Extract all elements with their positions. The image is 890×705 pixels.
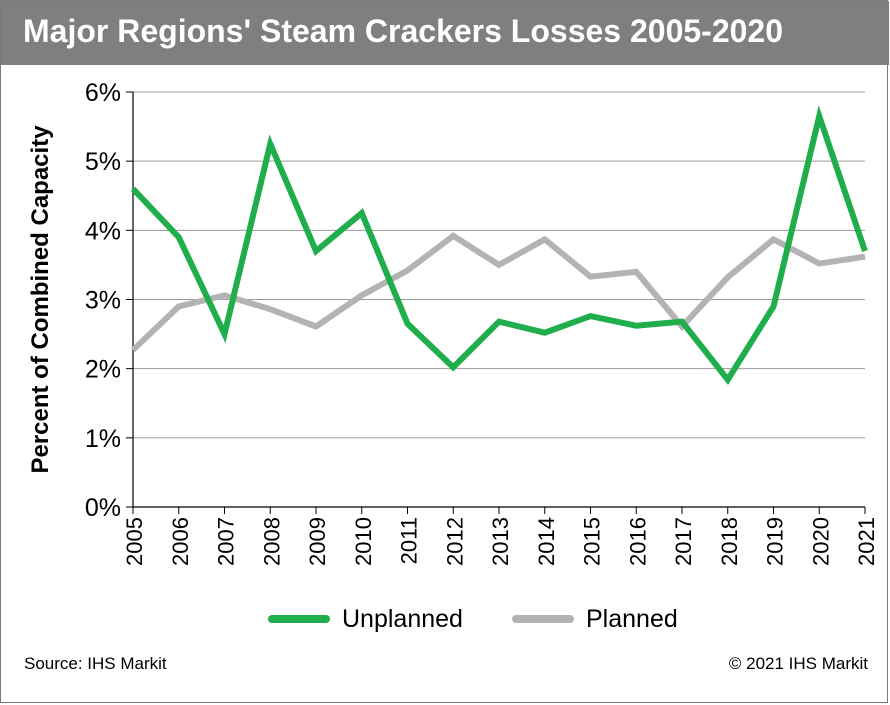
x-tick-label: 2011 bbox=[397, 517, 422, 564]
legend-item-unplanned: Unplanned bbox=[268, 604, 463, 634]
x-tick-label: 2018 bbox=[717, 517, 742, 566]
x-tick-label: 2017 bbox=[671, 517, 696, 566]
x-tick-label: 2010 bbox=[351, 517, 376, 566]
x-tick-label: 2015 bbox=[580, 517, 605, 566]
y-tick-label: 6% bbox=[85, 79, 121, 107]
x-tick-label: 2019 bbox=[763, 517, 788, 566]
y-tick-label: 2% bbox=[85, 356, 121, 384]
source-note: Source: IHS Markit bbox=[24, 654, 167, 673]
x-tick-label: 2005 bbox=[122, 517, 147, 566]
legend-item-planned: Planned bbox=[512, 604, 678, 634]
x-tick-label: 2016 bbox=[625, 517, 650, 566]
x-tick-label: 2008 bbox=[259, 517, 284, 566]
series-line-planned bbox=[130, 232, 866, 353]
y-tick-label: 3% bbox=[85, 287, 121, 315]
series-line-unplanned bbox=[130, 105, 868, 385]
y-tick-label: 0% bbox=[85, 494, 121, 522]
x-tick-label: 2007 bbox=[214, 517, 239, 566]
x-tick-label: 2020 bbox=[808, 517, 833, 566]
x-tick-label: 2021 bbox=[854, 517, 879, 566]
legend-swatch-planned bbox=[512, 615, 574, 623]
y-tick-label: 4% bbox=[85, 217, 121, 245]
x-tick-label: 2013 bbox=[488, 517, 513, 566]
y-tick-label: 5% bbox=[85, 148, 121, 176]
y-tick-label: 1% bbox=[85, 425, 121, 453]
x-tick-label: 2014 bbox=[534, 517, 559, 566]
copyright-note: © 2021 IHS Markit bbox=[728, 654, 868, 673]
title-bar: Major Regions' Steam Crackers Losses 200… bbox=[1, 1, 889, 65]
x-tick-label: 2006 bbox=[168, 517, 193, 566]
x-tick-label: 2009 bbox=[305, 517, 330, 566]
legend-swatch-unplanned bbox=[268, 615, 330, 623]
y-axis-title: Percent of Combined Capacity bbox=[27, 125, 54, 474]
x-tick-label: 2012 bbox=[442, 517, 467, 566]
chart-title: Major Regions' Steam Crackers Losses 200… bbox=[23, 13, 783, 49]
legend-label-planned: Planned bbox=[586, 604, 678, 633]
legend-label-unplanned: Unplanned bbox=[342, 604, 463, 633]
